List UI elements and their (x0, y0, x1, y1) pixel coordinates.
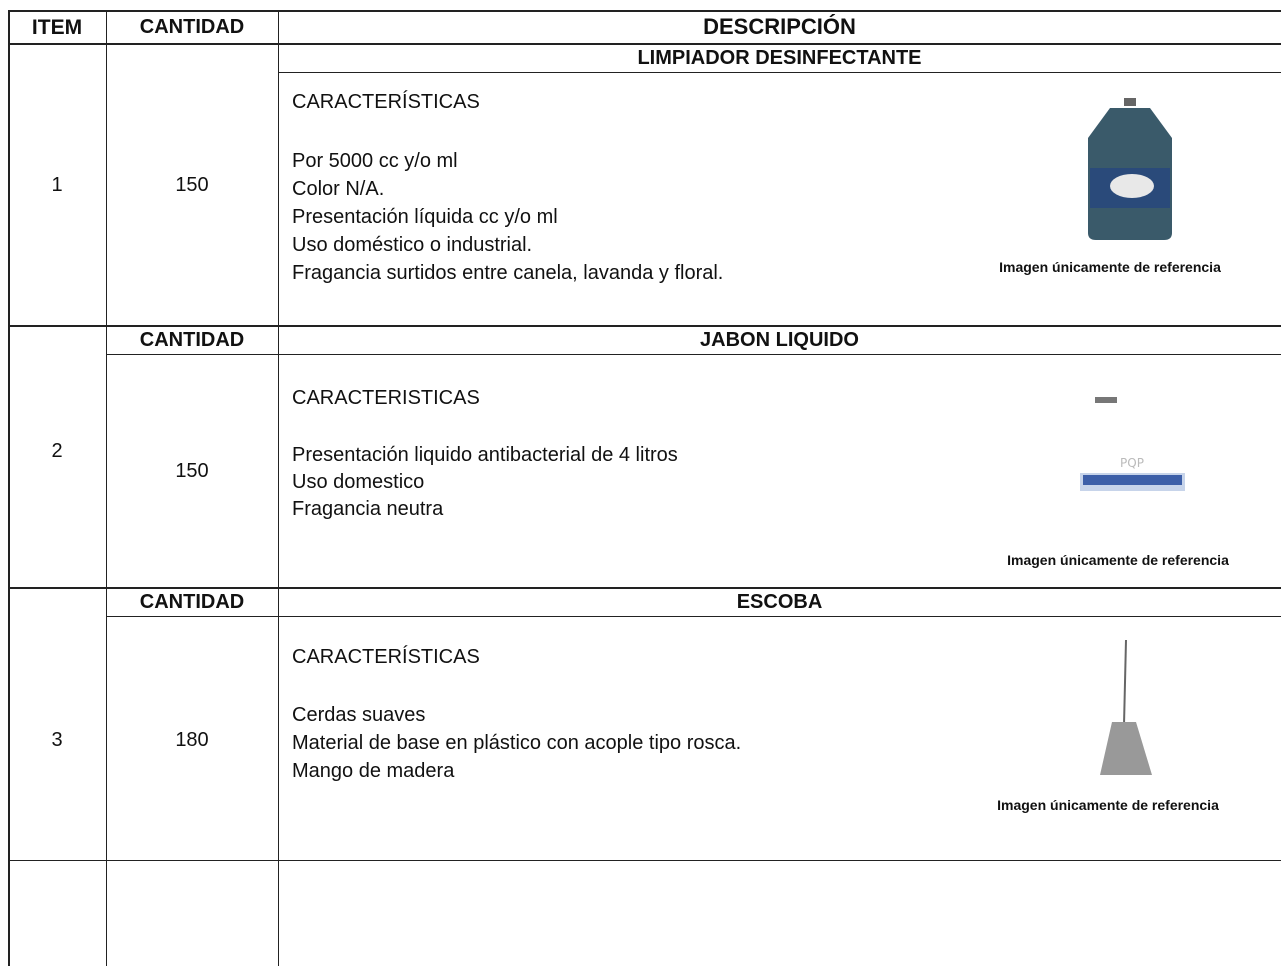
feature-line: Fragancia neutra (292, 498, 444, 520)
item-title: JABON LIQUIDO (700, 329, 859, 351)
feature-line: Uso doméstico o industrial. (292, 234, 533, 256)
feature-line: Por 5000 cc y/o ml (292, 150, 458, 172)
features-label: CARACTERÍSTICAS (292, 91, 480, 113)
item-number: 3 (51, 729, 63, 751)
item-quantity: 150 (175, 174, 209, 196)
product-image (1100, 640, 1152, 775)
header-cantidad: CANTIDAD (139, 16, 245, 38)
features: Presentación liquido antibacterial de 4 … (292, 442, 678, 523)
item-title: LIMPIADOR DESINFECTANTE (637, 47, 922, 69)
features: Por 5000 cc y/o ml Color N/A. Presentación… (292, 147, 723, 287)
header-item: ITEM (31, 16, 83, 39)
feature-line: Cerdas suaves (292, 704, 426, 726)
feature-line: Uso domestico (292, 471, 425, 493)
image-caption: Imagen únicamente de referencia (1007, 552, 1229, 568)
feature-line: Material de base en plástico con acople … (292, 732, 742, 754)
image-caption: Imagen únicamente de referencia (999, 259, 1221, 275)
cantidad-header: CANTIDAD (139, 329, 245, 351)
rule (8, 587, 1281, 589)
image-caption: Imagen únicamente de referencia (997, 797, 1219, 813)
item-number: 1 (51, 174, 63, 196)
rule (106, 10, 107, 966)
rule (8, 325, 1281, 327)
item-quantity: 150 (175, 460, 209, 482)
item-title: ESCOBA (736, 591, 823, 613)
feature-line: Presentación líquida cc y/o ml (292, 206, 558, 228)
rule (106, 354, 1281, 355)
feature-line: Color N/A. (292, 178, 385, 200)
features-label: CARACTERÍSTICAS (292, 646, 480, 668)
features-label: CARACTERISTICAS (292, 387, 480, 409)
cantidad-header: CANTIDAD (139, 591, 245, 613)
header-descripcion: DESCRIPCIÓN (703, 14, 856, 39)
product-image: PQP (1080, 397, 1185, 491)
item-quantity: 180 (175, 729, 209, 751)
feature-line: Fragancia surtidos entre canela, lavanda… (292, 262, 724, 284)
features: Cerdas suaves Material de base en plástic… (292, 701, 741, 785)
rule (8, 10, 10, 966)
product-image (1088, 98, 1172, 240)
rule (8, 860, 1281, 861)
svg-text:PQP: PQP (1120, 456, 1144, 470)
rule (278, 10, 279, 966)
feature-line: Mango de madera (292, 760, 455, 782)
rule (8, 43, 1281, 45)
rule (278, 72, 1281, 73)
rule (106, 616, 1281, 617)
rule (8, 10, 1281, 12)
feature-line: Presentación liquido antibacterial de 4 … (292, 444, 678, 466)
item-number: 2 (51, 440, 63, 462)
